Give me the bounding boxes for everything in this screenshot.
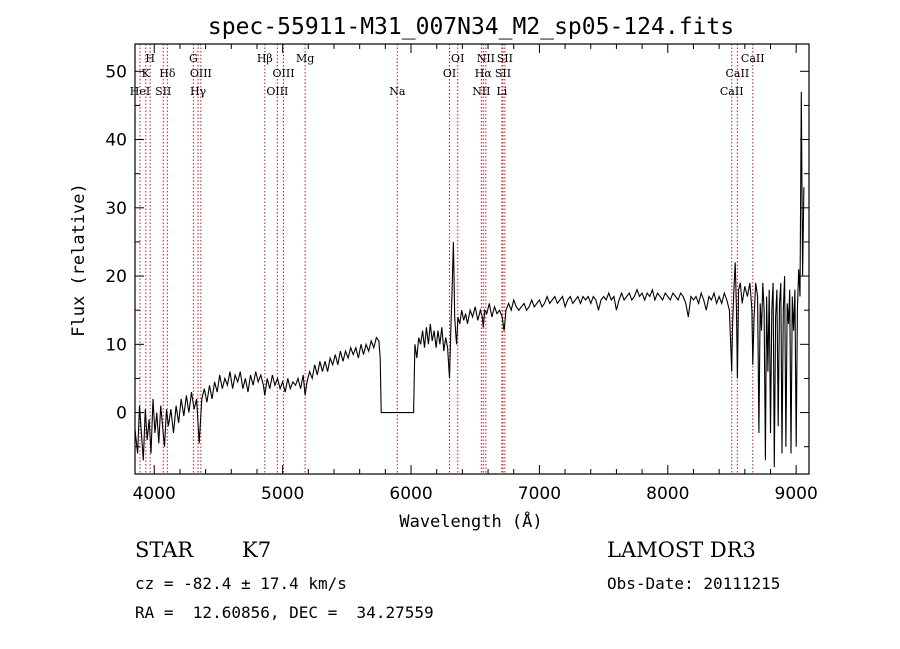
redshift-value: cz = -82.4 ± 17.4 km/s [135, 574, 347, 593]
survey-name: LAMOST DR3 [607, 538, 756, 562]
y-tick-label: 0 [116, 404, 127, 424]
y-tick-label: 10 [105, 335, 127, 355]
spectral-line-label: H [145, 52, 155, 65]
spectral-line-label: OIII [190, 67, 212, 80]
x-tick-label: 8000 [646, 484, 689, 504]
x-tick-label: 4000 [133, 484, 176, 504]
spectral-line-label: OI [451, 52, 464, 65]
x-axis-ticks: 4000 5000 6000 7000 8000 9000 [133, 44, 818, 504]
x-tick-label: 9000 [775, 484, 818, 504]
spectral-line-label: SII [495, 67, 511, 80]
spectral-line-label: Hα [475, 67, 493, 80]
plot-axes [134, 43, 810, 475]
y-axis-ticks: 0 10 20 30 40 50 [105, 62, 809, 448]
spectral-line-label: Hβ [257, 52, 273, 65]
y-tick-label: 40 [105, 131, 127, 151]
plot-frame [134, 43, 810, 475]
x-axis-label: Wavelength (Å) [399, 510, 542, 532]
spectral-line-label: CaII [720, 85, 744, 98]
spectral-line-label: HeI [130, 85, 150, 98]
spectral-line-label: SII [497, 52, 513, 65]
spectral-line-label: CaII [726, 67, 750, 80]
spectral-line-label: Hγ [190, 85, 207, 98]
chart-title: spec-55911-M31_007N34_M2_sp05-124.fits [208, 14, 734, 40]
y-tick-label: 20 [105, 267, 127, 287]
x-tick-label: 7000 [518, 484, 561, 504]
spectral-line-label: Mg [296, 52, 314, 65]
spectral-line-label: Na [389, 85, 406, 98]
spectral-line-label: CaII [741, 52, 765, 65]
spectral-line-label: OIII [273, 67, 295, 80]
spectral-line-label: OIII [266, 85, 288, 98]
y-tick-label: 50 [105, 62, 127, 82]
spectral-line-label: G [189, 52, 198, 65]
spectral-line-label: Li [496, 85, 507, 98]
object-subclass: K7 [242, 538, 272, 562]
coordinates: RA = 12.60856, DEC = 34.27559 [135, 603, 434, 622]
spectral-line-label: NII [477, 52, 495, 65]
spectral-line-label: K [142, 67, 151, 80]
flux-series-line [134, 91, 805, 468]
object-class: STAR [135, 538, 194, 562]
x-tick-label: 6000 [389, 484, 432, 504]
spectral-line-markers [139, 44, 754, 474]
y-tick-label: 30 [105, 199, 127, 219]
spectral-line-label: Hδ [159, 67, 176, 80]
spectral-line-label: OI [443, 67, 456, 80]
x-tick-label: 5000 [261, 484, 304, 504]
spectral-line-label: SII [155, 85, 171, 98]
y-axis-label: Flux (relative) [69, 183, 89, 337]
observation-date: Obs-Date: 20111215 [607, 574, 781, 593]
spectral-line-label: NII [472, 85, 490, 98]
